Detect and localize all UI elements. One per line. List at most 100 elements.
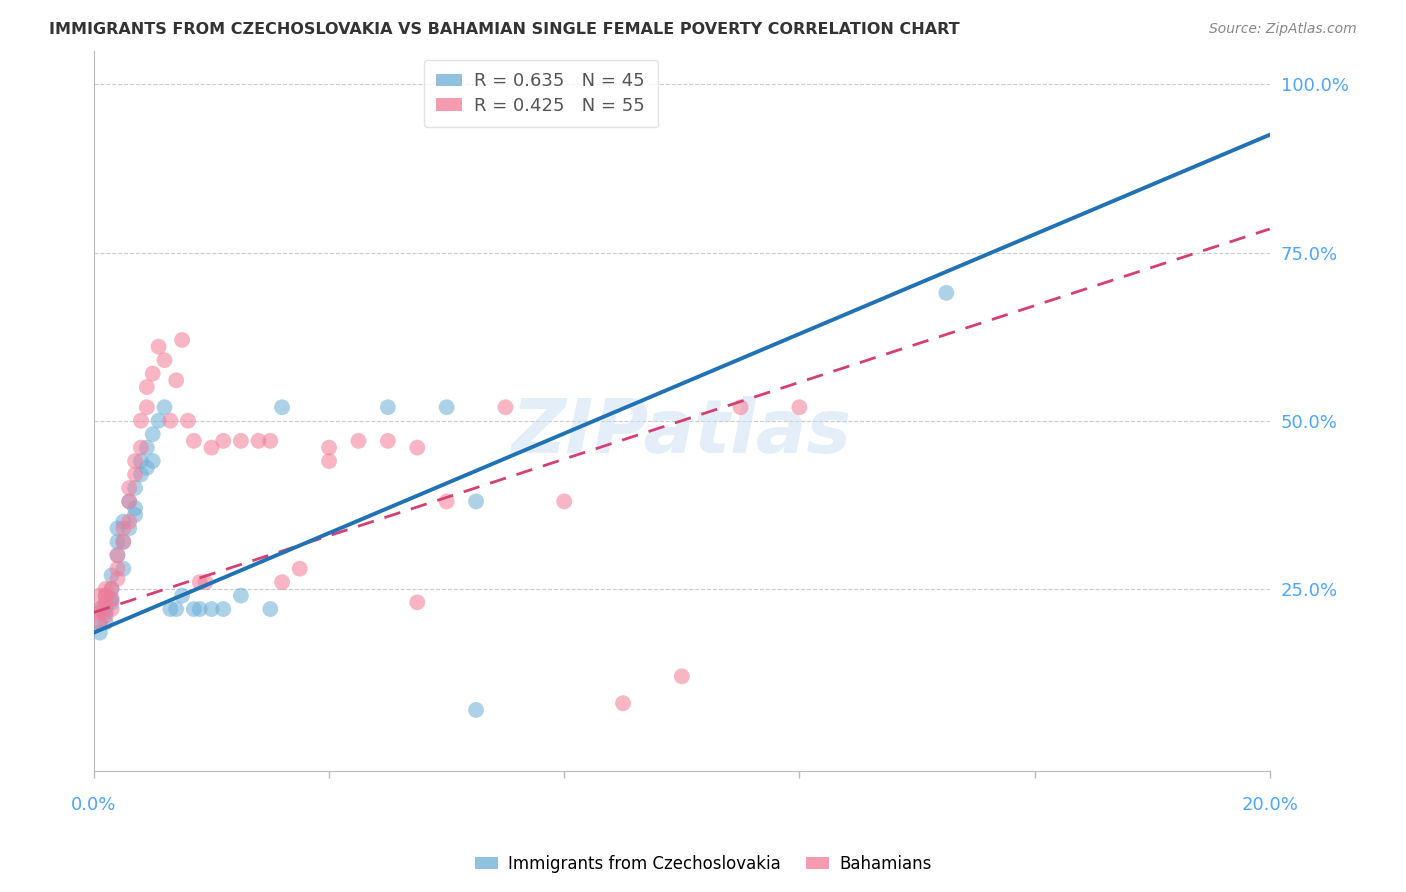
Point (165, 602, 187, 616)
Point (789, 401, 811, 415)
Point (212, 434, 235, 448)
Point (229, 589, 252, 603)
Point (129, 454, 152, 468)
Point (112, 515, 135, 529)
Point (124, 454, 146, 468)
Point (112, 534, 135, 549)
Point (183, 602, 205, 616)
Point (148, 340, 170, 354)
Point (118, 494, 141, 508)
Point (153, 353, 176, 368)
Point (107, 548, 129, 562)
Point (200, 602, 222, 616)
Point (118, 494, 141, 508)
Point (436, 401, 458, 415)
Point (194, 575, 217, 590)
Point (118, 521, 141, 535)
Point (172, 589, 194, 603)
Point (100, 582, 122, 596)
Point (177, 414, 200, 428)
Point (89, 625, 111, 640)
Point (172, 333, 194, 347)
Point (377, 434, 399, 448)
Point (142, 427, 165, 442)
Point (553, 494, 575, 508)
Point (183, 434, 205, 448)
Point (94, 615, 117, 630)
Point (318, 441, 340, 455)
Point (347, 434, 370, 448)
Point (94, 608, 117, 623)
Point (288, 562, 311, 576)
Point (135, 460, 157, 475)
Point (730, 401, 752, 415)
Point (142, 367, 165, 381)
Point (129, 414, 152, 428)
Point (247, 434, 270, 448)
Point (112, 521, 135, 535)
Point (142, 454, 165, 468)
Point (107, 548, 129, 562)
Point (153, 401, 176, 415)
Point (112, 534, 135, 549)
Point (94, 589, 117, 603)
Point (612, 696, 634, 710)
Point (100, 591, 122, 606)
Point (107, 521, 129, 535)
Text: Source: ZipAtlas.com: Source: ZipAtlas.com (1209, 22, 1357, 37)
Point (935, 285, 957, 300)
Point (118, 481, 141, 495)
Point (671, 669, 693, 683)
Point (124, 508, 146, 522)
Point (107, 534, 129, 549)
Point (107, 572, 129, 586)
Point (100, 582, 122, 596)
Point (406, 595, 429, 609)
Point (377, 401, 399, 415)
Point (318, 454, 340, 468)
Point (271, 401, 294, 415)
Point (94, 606, 117, 620)
Point (124, 481, 146, 495)
Point (148, 414, 170, 428)
Point (129, 441, 152, 455)
Point (271, 575, 294, 590)
Text: 20.0%: 20.0% (1241, 796, 1298, 814)
Point (89, 602, 111, 616)
Point (135, 401, 157, 415)
Point (465, 494, 488, 508)
Point (94, 589, 117, 603)
Point (212, 602, 235, 616)
Point (165, 373, 187, 387)
Point (100, 591, 122, 606)
Point (124, 501, 146, 516)
Point (135, 441, 157, 455)
Point (135, 380, 157, 394)
Point (159, 602, 181, 616)
Point (94, 582, 117, 596)
Point (494, 401, 516, 415)
Point (124, 467, 146, 482)
Point (112, 562, 135, 576)
Point (436, 494, 458, 508)
Point (89, 615, 111, 630)
Point (100, 595, 122, 609)
Point (188, 575, 211, 590)
Point (259, 602, 281, 616)
Point (94, 602, 117, 616)
Point (107, 562, 129, 576)
Text: 0.0%: 0.0% (72, 796, 117, 814)
Point (159, 414, 181, 428)
Point (89, 589, 111, 603)
Point (94, 595, 117, 609)
Point (259, 434, 281, 448)
Point (89, 602, 111, 616)
Point (129, 467, 152, 482)
Point (406, 441, 429, 455)
Text: ZIPatlas: ZIPatlas (512, 396, 852, 468)
Point (229, 434, 252, 448)
Legend: Immigrants from Czechoslovakia, Bahamians: Immigrants from Czechoslovakia, Bahamian… (468, 848, 938, 880)
Point (89, 606, 111, 620)
Point (100, 568, 122, 582)
Point (89, 615, 111, 630)
